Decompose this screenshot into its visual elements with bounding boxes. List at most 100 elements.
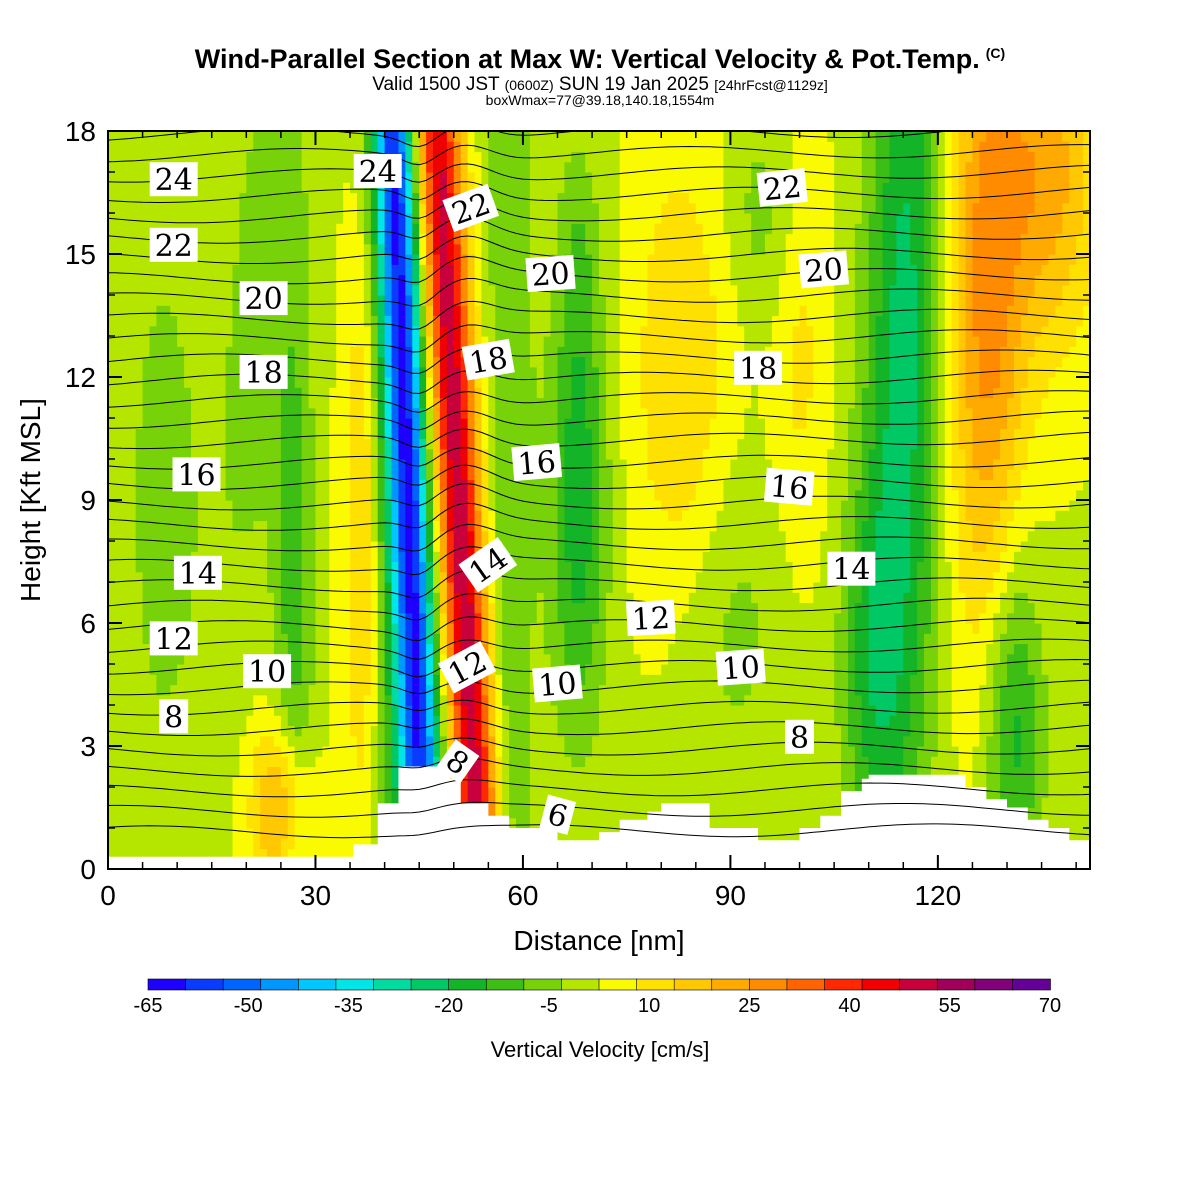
w-cell bbox=[239, 438, 247, 450]
w-cell bbox=[474, 161, 483, 173]
w-cell bbox=[170, 438, 178, 450]
w-cell bbox=[481, 295, 489, 306]
w-cell bbox=[301, 192, 310, 204]
w-cell bbox=[246, 243, 254, 255]
w-cell bbox=[502, 582, 510, 593]
w-cell bbox=[232, 510, 240, 522]
w-cell bbox=[522, 428, 531, 440]
w-cell bbox=[128, 284, 137, 296]
w-cell bbox=[121, 284, 130, 296]
w-cell bbox=[516, 254, 524, 265]
w-cell bbox=[211, 520, 220, 532]
w-cell bbox=[260, 438, 268, 450]
w-cell bbox=[543, 776, 552, 788]
w-cell bbox=[322, 643, 330, 655]
w-cell bbox=[294, 828, 303, 839]
w-cell bbox=[121, 592, 130, 604]
w-cell bbox=[232, 633, 240, 645]
w-cell bbox=[204, 377, 213, 388]
w-cell bbox=[246, 223, 254, 235]
w-cell bbox=[197, 653, 206, 665]
w-cell bbox=[426, 407, 434, 419]
w-cell bbox=[557, 541, 566, 552]
w-cell bbox=[204, 223, 213, 235]
w-cell bbox=[370, 264, 379, 276]
w-cell bbox=[267, 602, 275, 614]
w-cell bbox=[260, 643, 268, 655]
w-cell bbox=[184, 664, 192, 675]
w-cell bbox=[350, 756, 358, 768]
w-cell bbox=[280, 725, 289, 737]
w-cell bbox=[128, 469, 137, 481]
w-cell bbox=[142, 325, 151, 337]
w-cell bbox=[433, 674, 441, 686]
w-cell bbox=[184, 746, 192, 757]
w-cell bbox=[267, 541, 275, 552]
w-cell bbox=[439, 418, 448, 429]
w-cell bbox=[329, 561, 337, 573]
w-cell bbox=[460, 407, 469, 419]
w-cell bbox=[170, 131, 178, 142]
w-cell bbox=[301, 295, 310, 306]
w-cell bbox=[163, 213, 171, 224]
w-cell bbox=[516, 500, 524, 511]
w-cell bbox=[211, 192, 220, 204]
w-cell bbox=[363, 828, 372, 839]
w-cell bbox=[149, 828, 158, 839]
w-cell bbox=[398, 694, 406, 706]
w-cell bbox=[350, 541, 358, 552]
w-cell bbox=[149, 756, 158, 768]
w-cell bbox=[197, 274, 206, 286]
w-cell bbox=[495, 387, 503, 399]
w-cell bbox=[426, 141, 434, 153]
w-cell bbox=[246, 592, 254, 604]
w-cell bbox=[578, 418, 586, 429]
w-cell bbox=[536, 633, 545, 645]
w-cell bbox=[142, 520, 151, 532]
w-cell bbox=[398, 397, 406, 409]
w-cell bbox=[218, 469, 227, 481]
w-cell bbox=[128, 213, 137, 224]
w-cell bbox=[287, 756, 296, 768]
w-cell bbox=[121, 356, 130, 368]
w-cell bbox=[121, 141, 130, 153]
w-cell bbox=[114, 366, 123, 378]
w-cell bbox=[488, 274, 496, 286]
w-cell bbox=[239, 325, 247, 337]
w-cell bbox=[184, 807, 192, 819]
w-cell bbox=[460, 448, 469, 460]
w-cell bbox=[356, 366, 365, 378]
w-cell bbox=[502, 479, 510, 491]
w-cell bbox=[377, 243, 386, 255]
w-cell bbox=[433, 418, 441, 429]
w-cell bbox=[363, 459, 372, 470]
w-cell bbox=[433, 366, 441, 378]
w-cell bbox=[108, 254, 116, 265]
w-cell bbox=[529, 725, 538, 737]
w-cell bbox=[384, 346, 393, 358]
w-cell bbox=[197, 161, 206, 173]
w-cell bbox=[564, 387, 572, 399]
w-cell bbox=[190, 141, 199, 153]
w-cell bbox=[218, 500, 227, 511]
w-cell bbox=[273, 510, 282, 522]
w-cell bbox=[453, 356, 462, 368]
w-cell bbox=[509, 674, 517, 686]
w-cell bbox=[557, 305, 566, 317]
chart-subtitle: Valid 1500 JST (0600Z) SUN 19 Jan 2025 [… bbox=[0, 74, 1200, 96]
w-cell bbox=[536, 530, 545, 542]
w-cell bbox=[156, 407, 164, 419]
w-cell bbox=[336, 387, 344, 399]
w-cell bbox=[564, 725, 572, 737]
w-cell bbox=[370, 346, 379, 358]
w-cell bbox=[405, 387, 413, 399]
w-cell bbox=[253, 161, 261, 173]
w-cell bbox=[509, 223, 517, 235]
w-cell bbox=[433, 541, 441, 552]
w-cell bbox=[529, 325, 538, 337]
w-cell bbox=[197, 213, 206, 224]
w-cell bbox=[384, 131, 393, 142]
w-cell bbox=[336, 756, 344, 768]
w-cell bbox=[481, 715, 489, 727]
w-cell bbox=[108, 346, 116, 358]
